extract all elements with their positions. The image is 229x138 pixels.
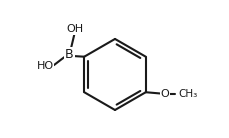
Text: OH: OH — [66, 24, 83, 34]
Text: CH₃: CH₃ — [178, 89, 197, 99]
Text: O: O — [160, 89, 169, 99]
Text: HO: HO — [36, 61, 53, 71]
Text: B: B — [65, 48, 74, 61]
